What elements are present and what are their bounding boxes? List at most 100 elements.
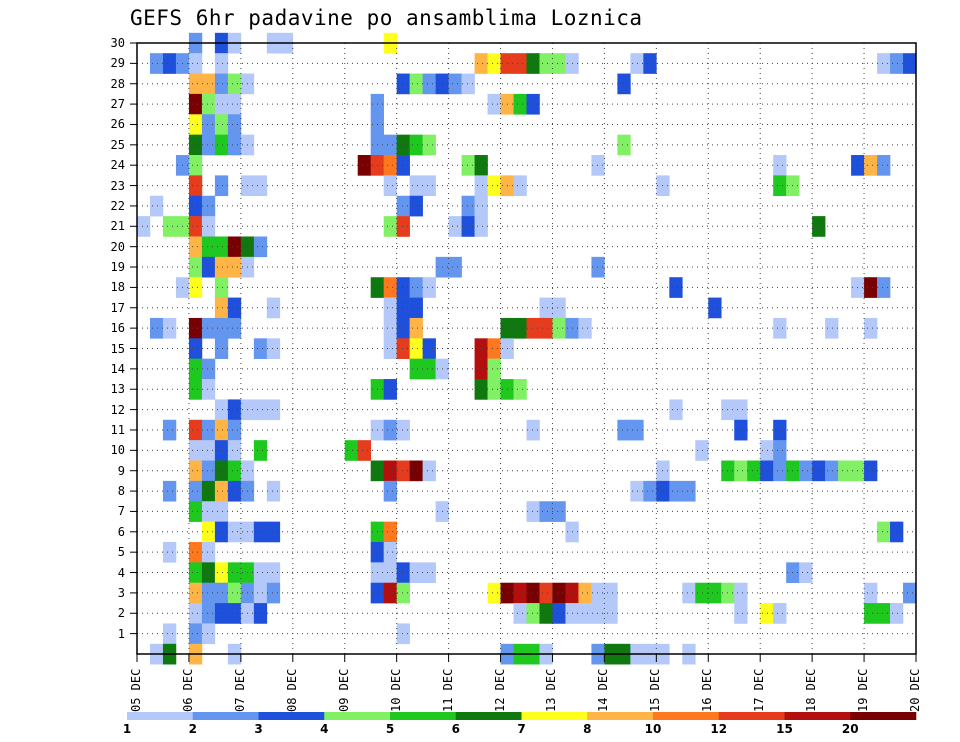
- heatmap-cell: [396, 277, 410, 298]
- colorbar-label: 12: [710, 722, 728, 736]
- heatmap-cell: [227, 297, 242, 319]
- heatmap-cell: [578, 582, 592, 604]
- heatmap-cell: [214, 114, 229, 135]
- y-tick-label: 30: [110, 36, 125, 50]
- ticks-layer: [130, 42, 917, 662]
- x-tick-label: 15 DEC: [648, 668, 663, 712]
- heatmap-cell: [188, 216, 203, 237]
- heatmap-cell: [487, 175, 501, 197]
- y-tick-label: 3: [117, 585, 125, 600]
- heatmap-cell: [812, 460, 826, 482]
- heatmap-cell: [422, 73, 436, 95]
- heatmap-cell: [188, 175, 203, 197]
- heatmap-cell: [201, 93, 216, 115]
- heatmap-cell: [799, 562, 813, 584]
- heatmap-cell: [604, 582, 618, 604]
- heatmap-cell: [149, 195, 164, 217]
- heatmap-cell: [526, 501, 540, 522]
- heatmap-cell: [188, 501, 203, 522]
- heatmap-cell: [162, 216, 177, 237]
- heatmap-cell: [188, 419, 203, 441]
- heatmap-cell: [396, 155, 410, 176]
- colorbar-swatch: [718, 712, 785, 720]
- heatmap-cell: [539, 603, 553, 624]
- heatmap-cell: [188, 277, 203, 298]
- heatmap-cell: [383, 317, 397, 339]
- heatmap-cell: [383, 175, 397, 197]
- heatmap-cell: [396, 195, 410, 217]
- heatmap-cell: [201, 195, 216, 217]
- heatmap-cell: [487, 93, 501, 115]
- heatmap-cell: [383, 541, 397, 563]
- heatmap-cell: [227, 399, 242, 421]
- colorbar-swatch: [521, 712, 588, 720]
- heatmap-cell: [760, 460, 774, 482]
- heatmap-cell: [474, 53, 488, 74]
- heatmap-cell: [578, 603, 592, 624]
- heatmap-cell: [409, 175, 423, 197]
- chart-title: GEFS 6hr padavine po ansamblima Loznica: [130, 6, 643, 30]
- heatmap-cell: [539, 53, 553, 74]
- heatmap-cell: [188, 338, 203, 359]
- y-tick-label: 11: [110, 422, 125, 437]
- heatmap-cell: [383, 582, 397, 604]
- heatmap-cell: [422, 358, 436, 380]
- grid-layer: [136, 42, 917, 654]
- heatmap-cell: [227, 562, 242, 584]
- heatmap-cell: [474, 195, 488, 217]
- heatmap-cell: [149, 317, 164, 339]
- heatmap-cell: [409, 73, 423, 95]
- y-tick-label: 18: [110, 280, 125, 295]
- heatmap-cell: [903, 582, 917, 604]
- heatmap-cell: [591, 256, 605, 278]
- heatmap-cell: [409, 338, 423, 359]
- heatmap-cell: [487, 338, 501, 359]
- heatmap-cell: [409, 134, 423, 156]
- heatmap-cell: [188, 114, 203, 135]
- heatmap-cell: [253, 603, 268, 624]
- y-tick-label: 28: [110, 76, 125, 91]
- heatmap-cell: [487, 379, 501, 400]
- y-tick-label: 24: [110, 158, 125, 173]
- heatmap-cell: [162, 317, 177, 339]
- heatmap-cell: [383, 562, 397, 584]
- heatmap-cell: [214, 134, 229, 156]
- colorbar-label: 4: [320, 722, 329, 736]
- heatmap-cell: [188, 155, 203, 176]
- y-tick-label: 16: [110, 321, 125, 336]
- heatmap-cell: [409, 277, 423, 298]
- heatmap-cell: [864, 317, 878, 339]
- heatmap-cell: [188, 73, 203, 95]
- y-tick-label: 15: [110, 341, 125, 356]
- heatmap-cell: [773, 460, 787, 482]
- heatmap-cell: [396, 338, 410, 359]
- heatmap-cell: [513, 175, 527, 197]
- colorbar-swatch: [850, 712, 917, 720]
- heatmap-cell: [149, 53, 164, 74]
- heatmap-cell: [227, 440, 242, 461]
- colorbar-label: 15: [776, 722, 793, 736]
- heatmap-cell: [409, 562, 423, 584]
- heatmap-cell: [383, 216, 397, 237]
- heatmap-cell: [253, 175, 268, 197]
- heatmap-cell: [201, 501, 216, 522]
- heatmap-cell: [448, 73, 462, 95]
- heatmap-cell: [162, 623, 177, 645]
- heatmap-cell: [162, 419, 177, 441]
- heatmap-cell: [227, 73, 242, 95]
- heatmap-cell: [253, 338, 268, 359]
- heatmap-cell: [539, 297, 553, 319]
- heatmap-cell: [708, 582, 722, 604]
- heatmap-cell: [201, 358, 216, 380]
- heatmap-cell: [201, 379, 216, 400]
- heatmap-cell: [422, 277, 436, 298]
- heatmap-cell: [461, 195, 475, 217]
- heatmap-cell: [864, 603, 878, 624]
- heatmap-cell: [669, 277, 683, 298]
- heatmap-cell: [227, 521, 242, 543]
- heatmap-cell: [214, 236, 229, 258]
- heatmap-cell: [188, 623, 203, 645]
- heatmap-cell: [734, 399, 748, 421]
- heatmap-cell: [383, 521, 397, 543]
- heatmap-cell: [591, 155, 605, 176]
